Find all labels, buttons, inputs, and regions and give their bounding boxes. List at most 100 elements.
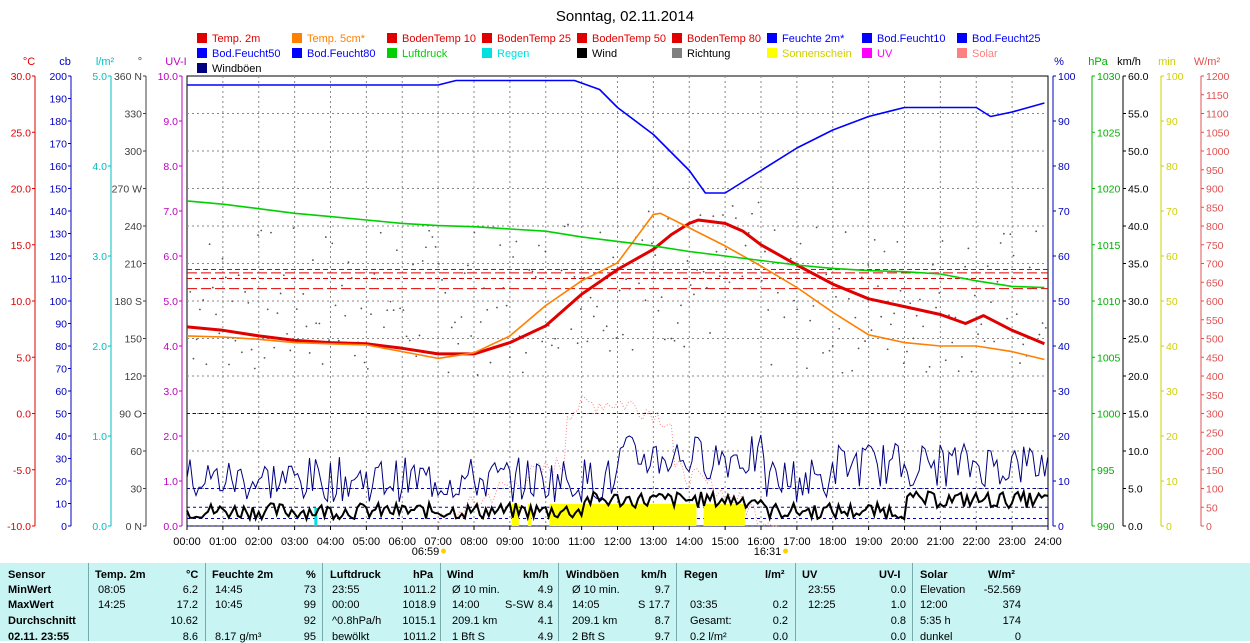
direction-dot	[964, 265, 967, 268]
direction-dot	[408, 339, 411, 342]
chart-marks	[186, 79, 1049, 527]
direction-dot	[854, 316, 857, 319]
direction-dot	[838, 327, 841, 330]
direction-dot	[350, 277, 353, 279]
x-tick-label: 11:00	[568, 536, 595, 548]
direction-dot	[789, 257, 792, 260]
legend-swatch	[957, 33, 967, 43]
cell-solar: 374	[1002, 599, 1021, 611]
direction-dot	[641, 239, 644, 242]
axis-tick-label: 6.0	[163, 251, 178, 263]
direction-dot	[531, 270, 534, 273]
axis-tick-label: 5.0	[1128, 484, 1143, 496]
legend-swatch	[197, 33, 207, 43]
series-line	[186, 212, 1045, 361]
sunset-label: 16:31	[754, 546, 782, 558]
direction-dot	[954, 316, 957, 319]
axis-tick-label: 35.0	[1128, 259, 1149, 271]
direction-dot	[625, 278, 628, 281]
cell-temp: 10.62	[170, 615, 198, 627]
direction-dot	[783, 316, 786, 319]
row-label: MaxWert	[8, 599, 54, 611]
axis-tick-label: 1150	[1206, 90, 1229, 102]
axis-tick-label: 20.0	[11, 184, 32, 196]
direction-dot	[318, 322, 321, 325]
cell-wind: 4.1	[537, 615, 553, 627]
header-wind: Wind	[447, 569, 474, 581]
axis-unit: min	[1158, 56, 1176, 68]
stats-table: Sensor Temp. 2m °C Feuchte 2m% Luftdruck hPa W…	[0, 563, 1250, 643]
direction-dot	[638, 282, 640, 285]
legend-swatch	[387, 33, 397, 43]
cell-hum: 73	[303, 584, 316, 596]
chart-grid	[187, 76, 1048, 526]
axis-tick-label: 80	[1058, 161, 1070, 173]
direction-dot	[470, 335, 473, 337]
legend-swatch	[482, 48, 492, 58]
legend-label: Richtung	[687, 48, 730, 60]
direction-dot	[473, 231, 476, 234]
direction-dot	[825, 273, 828, 276]
direction-dot	[676, 322, 679, 324]
header-hum-unit: %	[306, 569, 316, 581]
legend-label: BodenTemp 80	[687, 33, 761, 45]
legend-swatch	[197, 63, 207, 73]
header-temp: Temp. 2m	[95, 569, 146, 581]
direction-dot	[663, 338, 666, 341]
direction-dot	[211, 286, 214, 289]
cell-wind: 8.4	[537, 599, 553, 611]
direction-dot	[912, 337, 915, 340]
direction-dot	[505, 304, 508, 307]
direction-dot	[263, 356, 266, 359]
axis-tick-label: 90	[1058, 116, 1070, 128]
direction-dot	[1022, 343, 1025, 346]
direction-dot	[286, 332, 288, 335]
axis-tick-label: 45.0	[1128, 184, 1149, 196]
axis-tick-label: 800	[1206, 221, 1224, 233]
legend-label: Temp. 2m	[212, 33, 260, 45]
axis-tick-label: 60	[1058, 251, 1070, 263]
direction-dot	[231, 300, 234, 303]
header-hum: Feuchte 2m	[212, 569, 274, 581]
direction-dot	[328, 339, 330, 342]
direction-dot	[938, 292, 941, 294]
chart-legend: Temp. 2m Temp. 5cm* BodenTemp 10 BodenTemp …	[197, 33, 1041, 75]
axis-tick-label: 900	[1206, 184, 1224, 196]
direction-dot	[741, 275, 744, 278]
direction-dot	[515, 240, 518, 243]
axis-tick-label: 4.0	[92, 161, 107, 173]
direction-dot	[996, 280, 999, 283]
series-gusts	[186, 434, 1049, 503]
header-uv: UV	[802, 569, 818, 581]
direction-dot	[431, 236, 434, 238]
legend-label: BodenTemp 10	[402, 33, 476, 45]
axis-tick-label: 110	[50, 274, 67, 286]
axis-tick-label: 10	[1058, 476, 1070, 488]
direction-dot	[686, 260, 689, 262]
axis-tick-label: 130	[49, 229, 67, 241]
axis-tick-label: 30.0	[11, 71, 32, 83]
x-tick-label: 13:00	[640, 536, 668, 548]
axis-tick-label: 5.0	[92, 71, 107, 83]
cell-gust-a: 209.1 km	[572, 615, 618, 627]
cell-wind-b: S-SW	[505, 599, 534, 611]
direction-dot	[353, 354, 356, 357]
direction-dot	[870, 329, 873, 332]
axis-tick-label: 5.0	[163, 296, 178, 308]
cell-gust-a: 2 Bft S	[572, 631, 606, 643]
direction-dot	[928, 366, 931, 368]
legend-label: Wind	[592, 48, 617, 60]
axis-tick-label: 170	[49, 139, 67, 151]
direction-dot	[857, 347, 860, 350]
cell-temp: 6.2	[182, 584, 198, 596]
axis-tick-label: 150	[1206, 465, 1224, 477]
direction-dot	[731, 205, 734, 207]
axis-tick-label: 850	[1206, 202, 1224, 214]
header-press: Luftdruck	[330, 569, 381, 581]
axis-tick-label: 140	[49, 206, 67, 218]
direction-dot	[596, 305, 598, 308]
axis-tick-label: 250	[1206, 427, 1224, 439]
axis-tick-label: 150	[49, 184, 67, 196]
axis-tick-label: 1100	[1206, 109, 1229, 121]
axis-tick-label: 500	[1206, 334, 1224, 346]
